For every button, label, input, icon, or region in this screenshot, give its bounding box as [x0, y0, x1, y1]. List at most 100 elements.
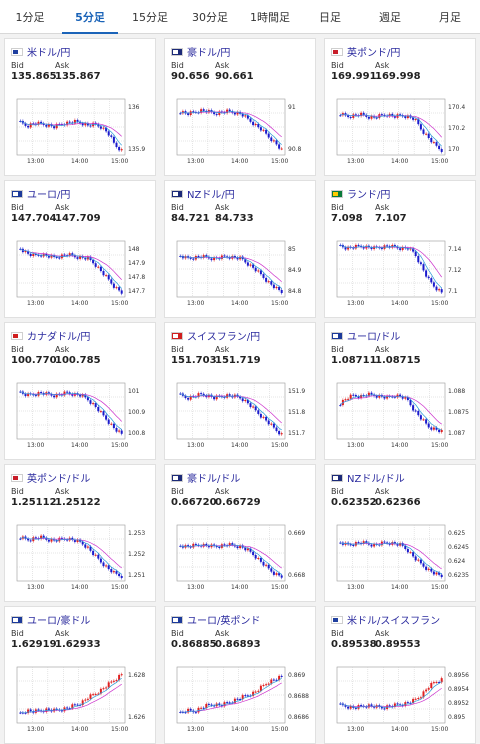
pair-name[interactable]: ランド/円	[347, 190, 391, 201]
rate-card-eur-jpy[interactable]: ユーロ/円 Bid Ask 147.704 147.709 148 147.9 147.8 14…	[4, 180, 156, 318]
candle-body	[68, 392, 71, 394]
x-tick-label: 14:00	[231, 300, 248, 307]
candle-body	[120, 576, 123, 578]
candle-body	[254, 267, 257, 272]
tab-7[interactable]: 月足	[439, 10, 461, 24]
candle-body	[367, 116, 370, 119]
y-tick-label: 1.0875	[448, 409, 469, 416]
candle-body	[233, 255, 236, 258]
candle-body	[27, 538, 30, 541]
ask-value: 0.86893	[215, 639, 261, 650]
rate-card-eur-gbp[interactable]: ユーロ/英ポンド Bid Ask 0.86885 0.86893 0.869 0.8688 0…	[164, 606, 316, 744]
rate-card-zar-jpy[interactable]: ランド/円 Bid Ask 7.098 7.107 7.14 7.12 7.1 13:00 14:…	[324, 180, 476, 318]
candle-body	[66, 121, 69, 126]
rate-card-aud-usd[interactable]: 豪ドル/ドル Bid Ask 0.66720 0.66729 0.669 0.668 13:0…	[164, 464, 316, 602]
moving-average-short	[180, 110, 282, 145]
tab-3[interactable]: 30分足	[192, 10, 228, 24]
y-tick-label: 0.6235	[448, 572, 469, 579]
tab-6[interactable]: 週足	[379, 10, 401, 24]
candle-body	[386, 542, 389, 544]
ask-label: Ask	[55, 61, 70, 70]
pair-name[interactable]: 英ポンド/ドル	[27, 474, 91, 485]
candle-body	[430, 427, 433, 430]
pair-name[interactable]: ユーロ/円	[27, 190, 71, 201]
bid-value: 147.704	[11, 213, 57, 224]
rate-card-eur-aud[interactable]: ユーロ/豪ドル Bid Ask 1.62919 1.62933 1.628 1.626 13:…	[4, 606, 156, 744]
card-header: NZドル/ドル	[331, 470, 405, 485]
x-tick-label: 13:00	[347, 442, 364, 449]
y-tick-label: 0.869	[288, 672, 305, 679]
candle-body	[40, 392, 43, 394]
pair-name[interactable]: 豪ドル/ドル	[187, 474, 241, 485]
candle-body	[205, 703, 208, 709]
x-tick-label: 13:00	[27, 300, 44, 307]
candle-body	[357, 244, 360, 246]
tab-0[interactable]: 1分足	[15, 10, 45, 24]
pair-name[interactable]: ユーロ/ドル	[347, 332, 401, 343]
ask-value: 1.08715	[375, 355, 421, 366]
moving-average-long	[340, 113, 442, 138]
pair-name[interactable]: 豪ドル/円	[187, 48, 231, 59]
rate-card-usd-chf[interactable]: 米ドル/スイスフラン Bid Ask 0.89538 0.89553 0.8956 0.89…	[324, 606, 476, 744]
candle-body	[99, 266, 102, 271]
pair-name[interactable]: カナダドル/円	[27, 332, 91, 343]
candle-body	[66, 391, 69, 393]
candle-body	[189, 395, 192, 400]
tab-4[interactable]: 1時間足	[250, 10, 290, 24]
candle-body	[267, 281, 270, 283]
candle-body	[102, 562, 105, 567]
tab-5[interactable]: 日足	[319, 10, 341, 24]
rate-card-nzd-usd[interactable]: NZドル/ドル Bid Ask 0.62352 0.62366 0.625 0.6245 0.…	[324, 464, 476, 602]
candle-body	[73, 539, 76, 542]
y-tick-label: 1.626	[128, 714, 145, 721]
pair-name[interactable]: NZドル/円	[187, 190, 235, 201]
rate-card-gbp-usd[interactable]: 英ポンド/ドル Bid Ask 1.25112 1.25122 1.253 1.252 1.2…	[4, 464, 156, 602]
candle-body	[396, 543, 399, 546]
x-tick-label: 15:00	[431, 300, 448, 307]
pair-name[interactable]: 米ドル/スイスフラン	[347, 616, 441, 627]
rate-card-chf-jpy[interactable]: スイスフラン/円 Bid Ask 151.703 151.719 151.9 151.8 15…	[164, 322, 316, 460]
flag-icon	[331, 189, 343, 198]
price-chart: 91 90.8 13:00 14:00 15:00	[176, 98, 302, 165]
rate-card-usd-jpy[interactable]: 米ドル/円 Bid Ask 135.865 135.867 136 135.9 13:00 14…	[4, 38, 156, 176]
candle-body	[435, 142, 438, 146]
rate-card-nzd-jpy[interactable]: NZドル/円 Bid Ask 84.721 84.733 85 84.9 84.8 13:00 1…	[164, 180, 316, 318]
candle-body	[110, 681, 113, 683]
candle-body	[252, 691, 255, 696]
candle-body	[440, 678, 443, 683]
candle-body	[339, 542, 342, 544]
pair-name[interactable]: 米ドル/円	[27, 48, 71, 59]
rate-card-cad-jpy[interactable]: カナダドル/円 Bid Ask 100.770 100.785 101 100.9 100.8…	[4, 322, 156, 460]
pair-name[interactable]: ユーロ/英ポンド	[187, 616, 261, 627]
tab-2[interactable]: 15分足	[132, 10, 168, 24]
ask-label: Ask	[375, 203, 390, 212]
candle-body	[179, 113, 182, 115]
y-tick-label: 148	[128, 246, 140, 253]
candle-body	[24, 123, 27, 126]
card-header: 英ポンド/ドル	[11, 470, 90, 485]
rate-card-gbp-jpy[interactable]: 英ポンド/円 Bid Ask 169.991 169.998 170.4 170.2 170 1…	[324, 38, 476, 176]
pair-name[interactable]: 英ポンド/円	[347, 48, 401, 59]
pair-name[interactable]: ユーロ/豪ドル	[27, 616, 91, 627]
pair-name[interactable]: NZドル/ドル	[347, 474, 405, 485]
rate-card-aud-jpy[interactable]: 豪ドル/円 Bid Ask 90.656 90.661 91 90.8 13:00 14:00 1…	[164, 38, 316, 176]
y-tick-label: 0.8688	[288, 693, 309, 700]
rate-card-eur-usd[interactable]: ユーロ/ドル Bid Ask 1.08711 1.08715 1.088 1.0875 1.0…	[324, 322, 476, 460]
x-tick-label: 15:00	[111, 726, 128, 733]
candle-body	[228, 394, 231, 396]
pair-name[interactable]: スイスフラン/円	[187, 332, 261, 343]
candle-body	[189, 257, 192, 259]
price-chart: 170.4 170.2 170 13:00 14:00 15:00	[336, 98, 465, 165]
candle-body	[383, 708, 386, 710]
candle-body	[192, 258, 195, 260]
tab-1[interactable]: 5分足	[60, 0, 120, 34]
price-chart: 0.8956 0.8954 0.8952 0.895 13:00 14:00 15:00	[336, 666, 469, 733]
candle-body	[226, 109, 229, 114]
candle-body	[189, 708, 192, 711]
candle-body	[213, 112, 216, 115]
x-tick-label: 15:00	[111, 584, 128, 591]
candle-body	[265, 129, 268, 134]
y-tick-label: 0.668	[288, 572, 305, 579]
candle-body	[275, 427, 278, 432]
candle-body	[257, 690, 260, 692]
